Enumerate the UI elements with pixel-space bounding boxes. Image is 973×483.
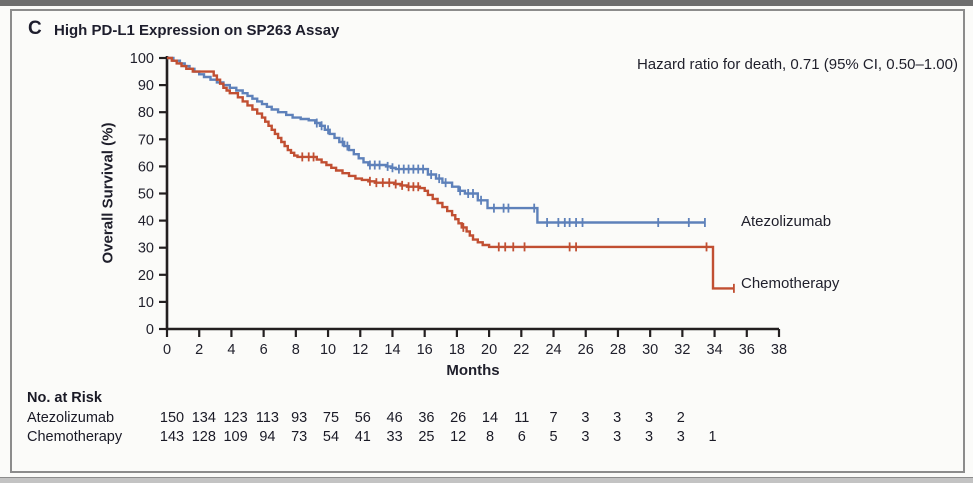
risk-value: 94: [259, 429, 276, 445]
risk-value: 2: [676, 410, 685, 426]
x-axis-label: Months: [446, 362, 500, 379]
risk-value: 134: [191, 410, 216, 426]
x-tick-label: 34: [707, 342, 723, 358]
risk-value: 41: [354, 429, 371, 445]
x-tick-label: 14: [384, 342, 400, 358]
km-curve-atezolizumab: [167, 56, 705, 224]
y-tick-label: 10: [138, 295, 154, 311]
x-tick-label: 12: [352, 342, 368, 358]
y-tick-label: 80: [138, 105, 154, 121]
risk-value: 36: [418, 410, 435, 426]
risk-value: 3: [581, 410, 590, 426]
x-tick-label: 30: [642, 342, 658, 358]
y-tick-label: 30: [138, 241, 154, 257]
top-divider: [0, 0, 973, 6]
panel-letter: C: [28, 18, 42, 39]
risk-value: 25: [418, 429, 435, 445]
risk-value: 3: [613, 429, 622, 445]
risk-value: 93: [291, 410, 308, 426]
risk-table-title: No. at Risk: [27, 390, 102, 406]
x-tick-label: 32: [674, 342, 690, 358]
panel-border: [10, 9, 965, 473]
risk-value: 109: [223, 429, 248, 445]
y-tick-label: 60: [138, 159, 154, 175]
x-tick-label: 0: [163, 342, 171, 358]
y-tick-label: 40: [138, 214, 154, 230]
x-tick-label: 8: [292, 342, 300, 358]
x-tick-label: 10: [320, 342, 336, 358]
x-tick-label: 18: [449, 342, 465, 358]
risk-value: 12: [450, 429, 467, 445]
risk-value: 150: [159, 410, 185, 426]
risk-row-label: Atezolizumab: [27, 410, 115, 426]
y-tick-label: 70: [138, 132, 154, 148]
risk-value: 5: [549, 429, 558, 445]
series-label-atezolizumab: Atezolizumab: [741, 213, 832, 230]
bottom-divider: [0, 477, 973, 483]
risk-value: 54: [322, 429, 340, 445]
risk-row-label: Chemotherapy: [27, 429, 123, 445]
y-tick-label: 50: [138, 187, 154, 203]
x-tick-label: 2: [195, 342, 203, 358]
series-label-chemotherapy: Chemotherapy: [741, 275, 840, 292]
panel-title: High PD-L1 Expression on SP263 Assay: [54, 22, 340, 39]
x-tick-label: 24: [545, 342, 561, 358]
risk-value: 33: [386, 429, 403, 445]
y-tick-label: 20: [138, 268, 154, 284]
risk-value: 7: [549, 410, 558, 426]
risk-value: 6: [517, 429, 526, 445]
risk-value: 128: [191, 429, 216, 445]
x-tick-label: 4: [227, 342, 235, 358]
x-tick-label: 26: [578, 342, 594, 358]
risk-value: 56: [354, 410, 371, 426]
risk-row-atezolizumab: Atezolizumab 150 134 123 113 93 75 56 46 36 26 14 11…: [0, 410, 973, 428]
risk-value: 14: [481, 410, 499, 426]
risk-value: 3: [581, 429, 590, 445]
risk-value: 143: [159, 429, 185, 445]
risk-value: 113: [255, 410, 279, 426]
risk-value: 26: [450, 410, 467, 426]
risk-value: 75: [322, 410, 340, 426]
x-tick-label: 16: [417, 342, 433, 358]
risk-value: 123: [223, 410, 248, 426]
hazard-ratio-annotation: Hazard ratio for death, 0.71 (95% CI, 0.…: [636, 56, 958, 73]
km-curve-chemotherapy: [167, 56, 734, 290]
risk-value: 3: [676, 429, 685, 445]
x-tick-label: 22: [513, 342, 529, 358]
risk-value: 3: [644, 429, 654, 445]
x-tick-label: 36: [739, 342, 755, 358]
risk-value: 1: [708, 429, 717, 445]
risk-value: 3: [613, 410, 622, 426]
y-tick-label: 90: [138, 78, 154, 94]
x-tick-label: 28: [610, 342, 626, 358]
y-tick-label: 100: [130, 51, 154, 67]
risk-value: 8: [485, 429, 495, 445]
risk-value: 73: [291, 429, 308, 445]
risk-value: 11: [514, 410, 530, 426]
risk-value: 46: [386, 410, 403, 426]
risk-value: 3: [644, 410, 654, 426]
x-tick-label: 6: [260, 342, 268, 358]
x-tick-label: 38: [771, 342, 787, 358]
y-tick-label: 0: [146, 322, 154, 338]
x-tick-label: 20: [481, 342, 497, 358]
risk-row-chemotherapy: Chemotherapy 143 128 109 94 73 54 41 33 25 12 8 6 5 3 3…: [0, 429, 973, 447]
